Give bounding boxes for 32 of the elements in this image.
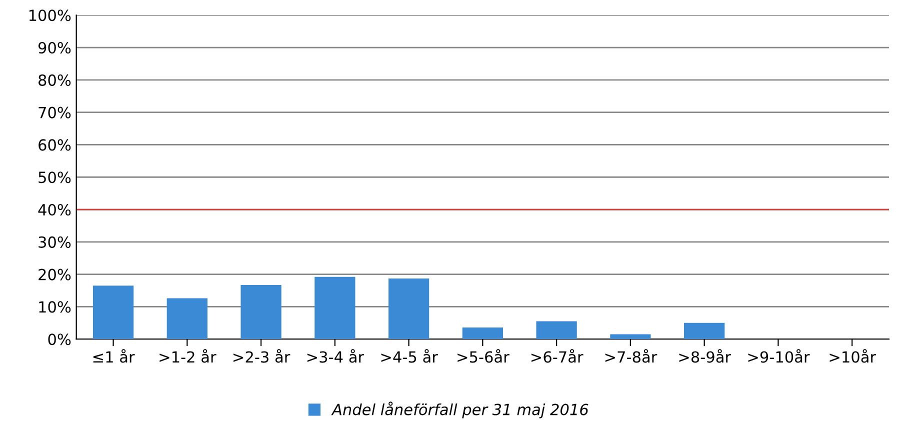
bar: [92, 286, 134, 340]
bar: [314, 276, 356, 340]
x-tick-label: >7-8år: [605, 349, 658, 363]
y-tick-label: 60%: [38, 139, 71, 151]
y-tick-label: 20%: [38, 268, 71, 280]
x-tick-label: >5-6år: [458, 349, 510, 363]
bar: [536, 321, 577, 340]
y-tick-label: 80%: [38, 74, 71, 86]
x-tick-label: >6-7år: [531, 349, 584, 363]
bar: [610, 334, 651, 340]
y-tick-label: 30%: [38, 236, 71, 248]
bar: [388, 278, 430, 340]
x-tick-label: >9-10år: [748, 349, 810, 363]
bar: [166, 298, 208, 340]
x-tick-label: >4-5 år: [381, 349, 438, 363]
y-tick-label: 90%: [38, 42, 71, 54]
legend-label: Andel låneförfall per 31 maj 2016: [331, 402, 588, 418]
bar: [240, 285, 282, 340]
y-tick-label: 40%: [38, 204, 71, 216]
x-tick-label: >10år: [830, 349, 876, 363]
x-tick-label: >8-9år: [679, 349, 732, 363]
y-tick-label: 100%: [29, 10, 71, 22]
bar: [462, 327, 503, 340]
x-tick-label: >1-2 år: [160, 349, 216, 363]
x-tick-label: >2-3 år: [234, 349, 290, 363]
y-tick-label: 70%: [38, 106, 71, 118]
y-tick-label: 10%: [39, 301, 71, 313]
x-tick-label: ≤1 år: [93, 349, 135, 363]
bar: [684, 322, 725, 340]
y-tick-label: 0%: [48, 334, 71, 346]
y-tick-label: 50%: [38, 172, 71, 184]
x-tick-label: >3-4 år: [307, 349, 364, 363]
